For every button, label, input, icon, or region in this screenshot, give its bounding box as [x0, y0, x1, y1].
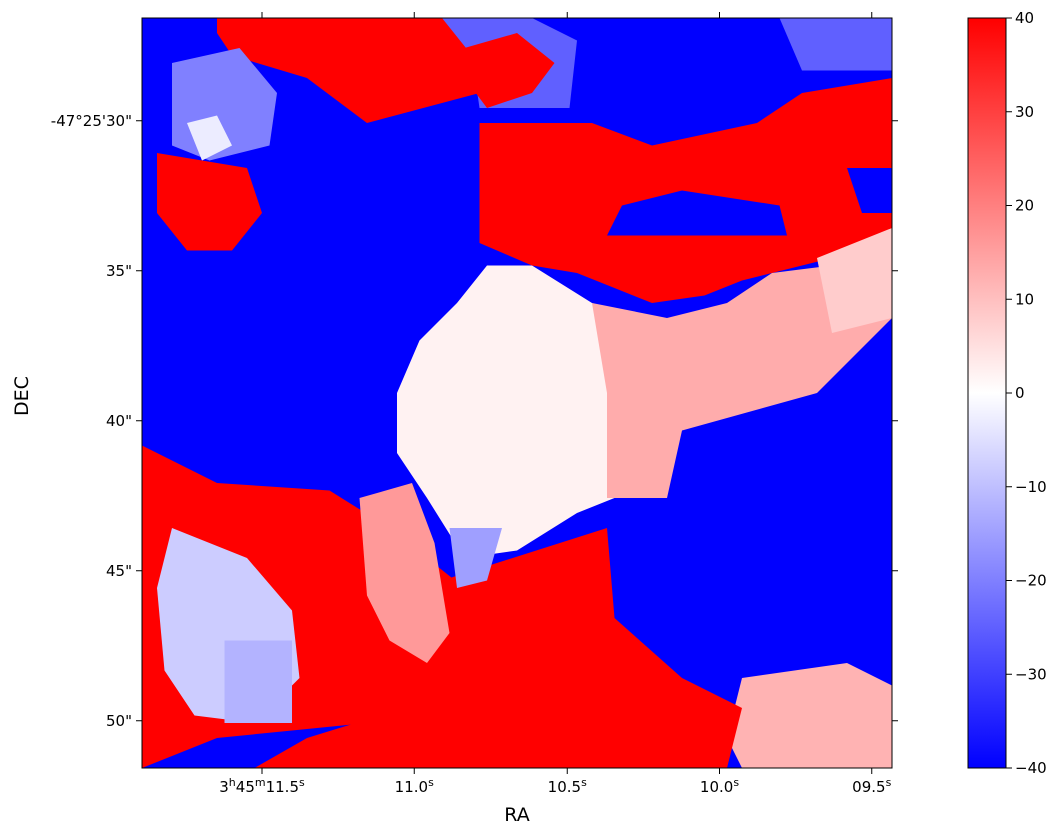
heatmap-region-lower-centre-pink: [359, 483, 450, 663]
heatmap-region-right-pink-tip: [817, 228, 892, 333]
y-axis: -47°25'30" 35" 40" 45" 50": [51, 112, 898, 730]
heatmap-region-north-east-red-patch: [464, 33, 555, 108]
colorbar: [967, 17, 1007, 769]
x-tick-label: 3h45m11.5s: [219, 776, 305, 796]
heatmap-region-east-blue-right: [847, 168, 892, 213]
heatmap-region-upper-right-pale: [779, 18, 892, 71]
heatmap-region-south-red-base: [254, 528, 742, 768]
x-tick-label: 11.0s: [395, 776, 434, 796]
colorbar-tick-label: −10: [1015, 478, 1047, 496]
colorbar-tick-label: 30: [1015, 103, 1034, 121]
heatmap-region-east-red: [479, 78, 892, 303]
heatmap-region-left-red-patch: [157, 153, 262, 251]
heatmap-region-upper-left-pale-core: [187, 115, 232, 161]
heatmap-region-east-blue-strip: [607, 190, 787, 236]
colorbar-axis: 40 30 20 10 0 −10 −20 −30 −40: [1006, 9, 1047, 777]
colorbar-tick-label: 10: [1015, 290, 1034, 308]
heatmap-region-lower-left-pale-core: [224, 640, 292, 723]
y-tick-label: 40": [106, 412, 132, 430]
colorbar-tick-label: −30: [1015, 665, 1047, 683]
x-axis: 3h45m11.5s 11.0s 10.5s 10.0s 09.5s: [219, 12, 892, 796]
y-tick-label: 50": [106, 712, 132, 730]
y-tick-label: 35": [106, 262, 132, 280]
heatmap-region-lower-centre-pale: [449, 528, 502, 588]
y-axis-label: DEC: [11, 376, 33, 416]
colorbar-tick-label: −20: [1015, 572, 1047, 590]
colorbar-tick-label: −40: [1015, 759, 1047, 777]
y-tick-label: 45": [106, 562, 132, 580]
x-axis-label: RA: [504, 804, 529, 826]
y-tick-label: -47°25'30": [51, 112, 132, 130]
x-tick-label: 10.0s: [700, 776, 739, 796]
colorbar-tick-label: 0: [1015, 384, 1025, 402]
x-tick-label: 10.5s: [548, 776, 587, 796]
heatmap-region-south-east-pink: [727, 663, 892, 768]
heatmap-region-ne-lobe: [217, 18, 480, 123]
plot-frame: [141, 17, 893, 769]
x-tick-label: 09.5s: [852, 776, 891, 796]
heatmap-region-centre-pink-wing: [592, 243, 892, 498]
colorbar-tick-label: 20: [1015, 197, 1034, 215]
heatmap-image: [142, 18, 892, 768]
colorbar-tick-label: 40: [1015, 9, 1034, 27]
